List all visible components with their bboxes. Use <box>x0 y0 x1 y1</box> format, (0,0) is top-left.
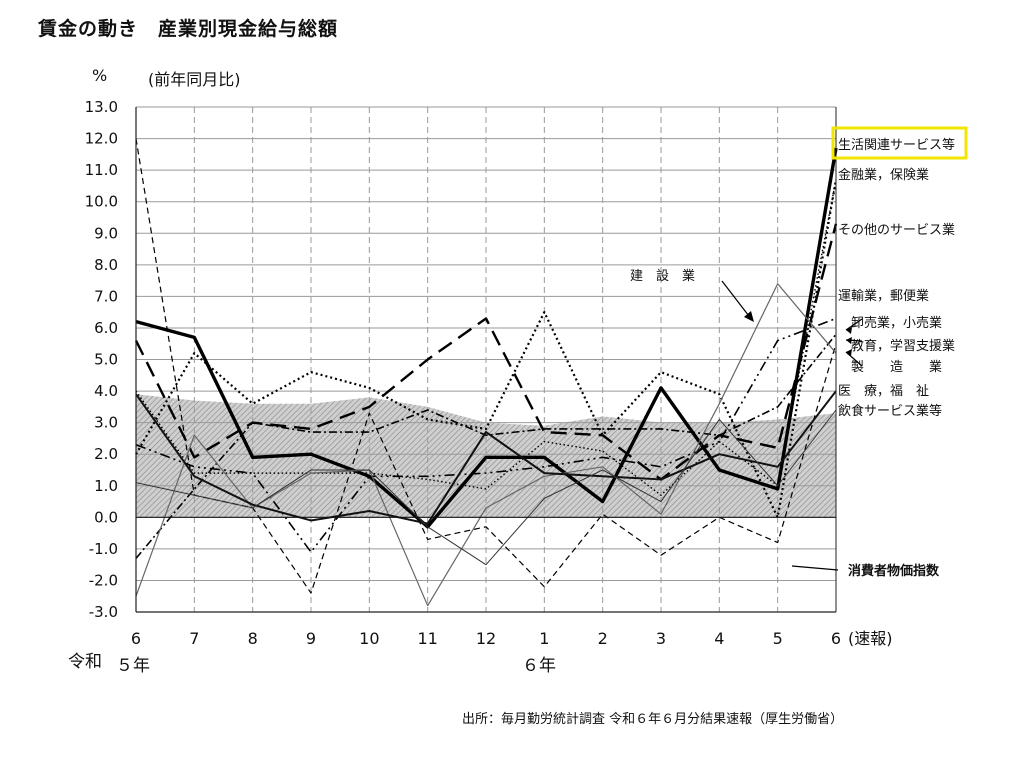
y-tick-label: 3.0 <box>94 414 118 432</box>
era-label: ５年 <box>116 656 150 676</box>
y-tick-label: 2.0 <box>94 445 118 463</box>
x-tick-label: 6 <box>131 629 141 648</box>
y-tick-label: -1.0 <box>89 540 118 558</box>
x-tick-label: 8 <box>248 629 258 648</box>
legend-label-6: 教育，学習支援業 <box>851 338 955 354</box>
x-tick-label: 2 <box>598 629 608 648</box>
legend-label-9: 医 療，福 祉 <box>838 384 929 399</box>
legend-leader <box>845 351 863 367</box>
x-tick-label: 11 <box>417 629 437 648</box>
x-tick-label: 1 <box>539 629 549 648</box>
y-unit-label: % <box>92 66 108 85</box>
y-tick-label: 8.0 <box>94 256 118 274</box>
x-tick-label: 12 <box>476 629 496 648</box>
x-tick-label: 6 <box>831 629 841 648</box>
legend-label-7: 製 造 業 <box>851 359 942 375</box>
y-tick-label: 7.0 <box>94 287 118 305</box>
legend-leader-arrowhead <box>846 349 852 356</box>
series-line-10 <box>135 409 837 566</box>
legend-label-10: 飲食サービス業等 <box>838 403 942 419</box>
x-tick-label: 5 <box>773 629 783 648</box>
y-tick-label: 12.0 <box>85 130 118 148</box>
series-line-6 <box>135 138 837 594</box>
y-tick-label: 0.0 <box>94 508 118 526</box>
legend-highlight-box <box>831 126 968 160</box>
y-tick-label: -3.0 <box>89 603 118 621</box>
series-line-1 <box>135 147 838 529</box>
cpi-leader <box>791 565 839 571</box>
x-tick-label: 7 <box>189 629 199 648</box>
y-tick-label: 9.0 <box>94 224 118 242</box>
page-title: 賃金の動き 産業別現金給与総額 <box>38 18 339 40</box>
source-note: 出所：毎月勤労統計調査 令和６年６月分結果速報（厚生労働省） <box>462 712 844 727</box>
series-line-7 <box>135 317 837 553</box>
legend-label-3: その他のサービス業 <box>838 222 955 238</box>
construction-annotation: 建 設 業 <box>630 268 695 284</box>
legend-label-1: 生活関連サービス等 <box>838 137 955 153</box>
legend-label-5: 卸売業，小売業 <box>851 315 942 331</box>
y-tick-label: 11.0 <box>85 161 118 179</box>
x-tick-label: 10 <box>359 629 379 648</box>
series-line-5 <box>135 333 837 559</box>
series-line-4 <box>135 179 838 519</box>
legend-label-2: 金融業，保険業 <box>838 167 929 183</box>
x-tick-label: 3 <box>656 629 666 648</box>
era-label: ６年 <box>522 656 556 676</box>
y-tick-label: -2.0 <box>89 571 118 589</box>
legend-leader-arrowhead <box>846 337 852 344</box>
x-tick-label: 4 <box>714 629 724 648</box>
construction-arrow <box>721 280 753 321</box>
construction-arrowhead <box>744 311 754 322</box>
y-tick-label: 4.0 <box>94 382 118 400</box>
y-unit-note: (前年同月比) <box>148 70 241 89</box>
era-label: 令和 <box>68 652 102 672</box>
cpi-annotation: 消費者物価指数 <box>848 563 940 579</box>
legend-leader-arrowhead <box>846 327 852 334</box>
y-tick-label: 6.0 <box>94 319 118 337</box>
legend-leader <box>845 318 863 331</box>
y-tick-label: 13.0 <box>85 98 118 116</box>
x-tick-label: 9 <box>306 629 316 648</box>
y-tick-label: 10.0 <box>85 193 118 211</box>
legend-label-4: 運輸業，郵便業 <box>838 288 929 304</box>
y-tick-label: 1.0 <box>94 477 118 495</box>
x-tick-suffix: (速報) <box>848 629 893 648</box>
y-tick-label: 5.0 <box>94 351 118 369</box>
series-line-9 <box>135 390 837 525</box>
